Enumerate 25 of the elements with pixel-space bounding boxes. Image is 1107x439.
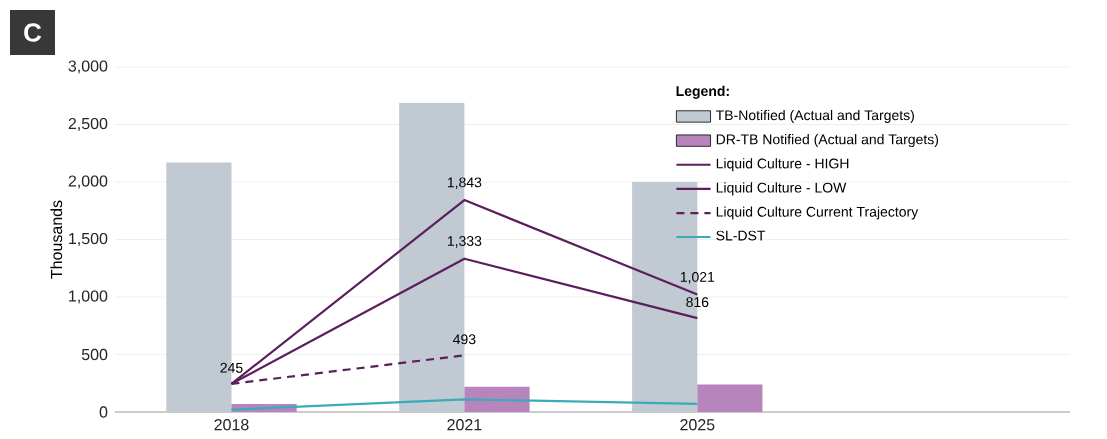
data-label: 1,021 <box>680 271 715 284</box>
y-tick-label: 3,000 <box>68 60 108 74</box>
y-tick-label: 1,000 <box>69 290 108 304</box>
legend-label: Liquid Culture - LOW <box>716 182 847 196</box>
legend-label: TB-Notified (Actual and Targets) <box>715 109 914 123</box>
legend-label: DR-TB Notified (Actual and Targets) <box>716 134 939 148</box>
chart-title: C <box>24 23 42 42</box>
legend-title: Legend: <box>676 85 729 99</box>
y-tick-label: 500 <box>81 348 108 361</box>
data-label: 245 <box>220 362 243 373</box>
y-tick-label: 2,500 <box>68 117 108 132</box>
data-label: 1,843 <box>447 177 482 189</box>
legend-label: SL-DST <box>716 230 766 241</box>
x-tick-label: 2025 <box>680 419 715 431</box>
y-tick-label: 0 <box>99 406 108 418</box>
x-tick-label: 2018 <box>214 419 249 431</box>
legend-label: Liquid Culture Current Trajectory <box>716 206 919 220</box>
y-tick-label: 2,000 <box>68 175 108 189</box>
data-label: 493 <box>453 334 476 345</box>
data-label: 816 <box>686 297 709 308</box>
legend-label: Liquid Culture - HIGH <box>716 158 849 172</box>
y-tick-label: 1,500 <box>69 232 108 247</box>
x-tick-label: 2021 <box>447 419 482 431</box>
data-label: 1,333 <box>447 236 482 248</box>
y-axis-title: Thousands <box>50 200 63 279</box>
